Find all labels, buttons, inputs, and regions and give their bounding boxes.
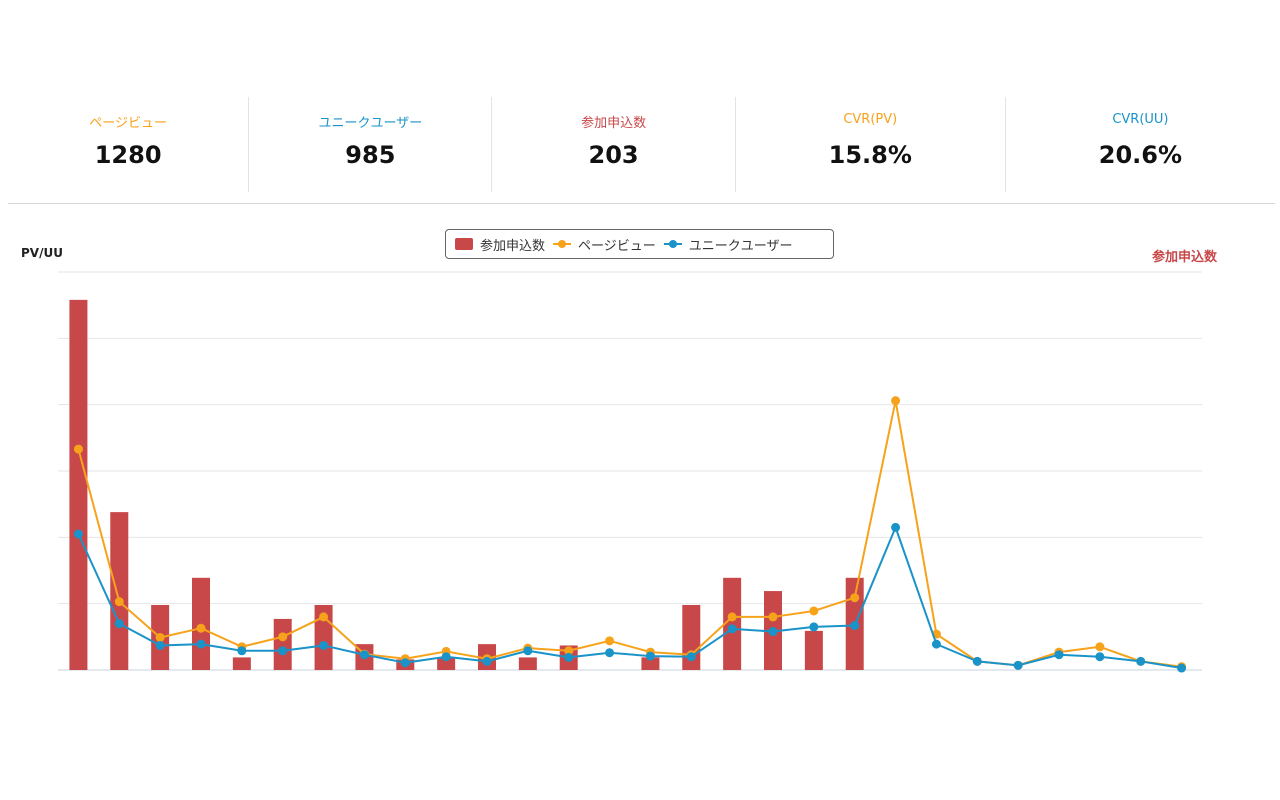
bar: [273, 618, 292, 670]
data-point: [972, 656, 982, 666]
stat-cvr-uu: CVR(UU) 20.6%: [1004, 97, 1275, 192]
stat-applications: 参加申込数 203: [491, 97, 734, 192]
data-point: [523, 646, 533, 656]
data-point: [727, 624, 737, 634]
stat-value: 15.8%: [828, 141, 912, 169]
data-point: [891, 522, 901, 532]
data-point: [237, 646, 247, 656]
stat-value: 1280: [94, 141, 162, 169]
bar: [518, 657, 537, 670]
data-point: [809, 622, 819, 632]
legend-item-unique-users[interactable]: ユニークユーザー: [663, 235, 793, 254]
stat-label: CVR(UU): [1112, 112, 1169, 127]
data-point: [155, 640, 165, 650]
data-point: [1095, 652, 1105, 662]
stat-label: 参加申込数: [581, 116, 647, 131]
y-axis-title-right: 参加申込数: [1152, 250, 1218, 265]
series-line: [77, 399, 1182, 668]
data-point: [278, 632, 288, 642]
data-point: [1095, 642, 1105, 652]
bar: [232, 657, 251, 670]
legend-label: 参加申込数: [480, 238, 546, 254]
stats-bar: ページビュー 1280 ユニークユーザー 985 参加申込数 203 CVR(P…: [8, 97, 1275, 192]
stat-value: 20.6%: [1098, 141, 1183, 169]
data-point: [196, 639, 206, 649]
data-point: [1013, 660, 1023, 670]
legend-line-swatch: [553, 238, 572, 250]
data-point: [1054, 650, 1064, 660]
data-point: [891, 396, 901, 406]
data-point: [114, 619, 124, 629]
data-point: [727, 612, 737, 622]
legend-item-applications[interactable]: 参加申込数: [455, 235, 545, 254]
legend-line-swatch: [663, 238, 682, 250]
data-point: [686, 652, 696, 662]
data-point: [319, 612, 329, 622]
legend-bar-swatch: [455, 238, 473, 250]
data-point: [441, 652, 451, 662]
bar: [641, 657, 660, 670]
data-point: [319, 640, 329, 650]
data-point: [278, 646, 288, 656]
data-point: [359, 650, 369, 660]
series-line: [77, 526, 1182, 669]
legend-item-page-views[interactable]: ページビュー: [553, 235, 656, 254]
data-point: [482, 656, 492, 666]
chart-legend: 参加申込数 ページビュー ユニークユーザー: [445, 229, 834, 259]
data-point: [1136, 656, 1146, 666]
data-point: [73, 444, 83, 454]
stat-page-views: ページビュー 1280: [8, 97, 248, 192]
data-point: [564, 646, 574, 656]
stat-value: 985: [345, 141, 396, 169]
data-point: [114, 597, 124, 607]
bar: [69, 299, 88, 670]
data-point: [850, 593, 860, 603]
data-point: [850, 621, 860, 631]
data-point: [73, 529, 83, 539]
bar: [437, 657, 456, 670]
data-point: [605, 648, 615, 658]
stat-label: ユニークユーザー: [318, 116, 423, 131]
data-point: [768, 612, 778, 622]
data-point: [809, 606, 819, 616]
data-point: [196, 623, 206, 633]
data-point: [155, 632, 165, 642]
legend-label: ユニークユーザー: [688, 238, 793, 254]
data-point: [768, 627, 778, 637]
y-axis-title-left: PV/UU: [21, 246, 63, 260]
bar: [723, 577, 742, 670]
data-point: [1177, 663, 1187, 673]
data-point: [645, 651, 655, 661]
stat-label: ページビュー: [89, 116, 167, 131]
data-point: [605, 636, 615, 646]
data-point: [400, 658, 410, 668]
bar: [110, 512, 129, 670]
section-divider: [8, 203, 1275, 204]
stat-cvr-pv: CVR(PV) 15.8%: [734, 97, 1005, 192]
bar: [804, 630, 823, 670]
legend-label: ページビュー: [578, 238, 656, 254]
data-point: [931, 639, 941, 649]
stat-unique-users: ユニークユーザー 985: [248, 97, 491, 192]
data-point: [564, 652, 574, 662]
stat-label: CVR(PV): [843, 112, 898, 127]
stat-value: 203: [588, 141, 639, 169]
